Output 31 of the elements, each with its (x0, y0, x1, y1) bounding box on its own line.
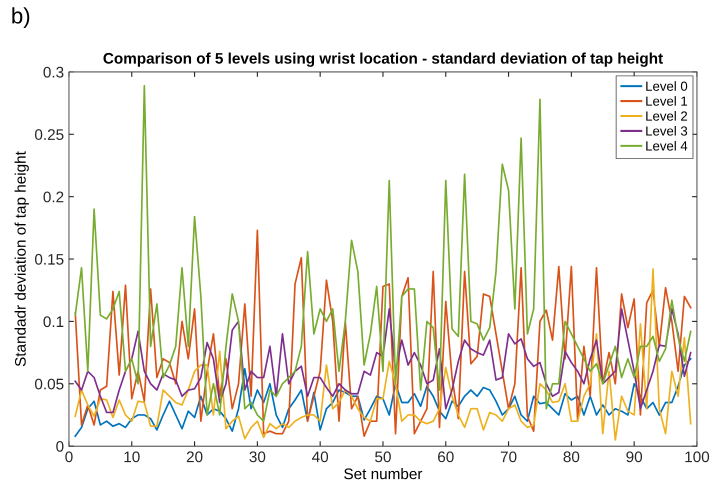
x-tick-label: 90 (626, 451, 642, 462)
x-tick-label: 50 (375, 451, 391, 462)
y-tick-label: 0.05 (34, 378, 64, 390)
y-tick-label: 0.3 (43, 66, 64, 78)
line-series (74, 358, 692, 438)
y-axis-title: Standadr deviation of tap height (14, 151, 29, 366)
legend-label: Level 1 (646, 96, 688, 106)
x-tick-label: 30 (249, 451, 266, 462)
legend-label: Level 0 (646, 81, 688, 91)
y-tick-label: 0.15 (34, 254, 64, 265)
y-tick-label: 0.2 (43, 192, 64, 202)
y-tick-label: 0.1 (43, 316, 64, 328)
x-tick-label: 70 (500, 451, 516, 462)
y-tick-label: 0 (56, 441, 64, 452)
legend-label: Level 4 (646, 140, 688, 151)
text: b) (12, 7, 30, 28)
x-tick-label: 0 (65, 451, 73, 462)
line-series (74, 230, 692, 438)
y-tick-label: 0.25 (34, 129, 64, 140)
legend-label: Level 2 (646, 111, 688, 121)
x-tick-label: 40 (312, 451, 328, 462)
x-tick-label: 20 (186, 451, 202, 462)
legend-label: Level 3 (646, 126, 688, 136)
line-series (74, 268, 692, 441)
x-tick-label: 10 (124, 451, 140, 462)
chart-title: Comparison of 5 levels using wrist location - standard deviation of tap height (103, 52, 663, 67)
x-tick-label: 80 (564, 451, 580, 462)
line-series (74, 308, 692, 414)
x-axis-title: Set number (344, 468, 422, 480)
x-tick-label: 60 (438, 451, 454, 462)
x-tick-label: 100 (685, 451, 710, 462)
